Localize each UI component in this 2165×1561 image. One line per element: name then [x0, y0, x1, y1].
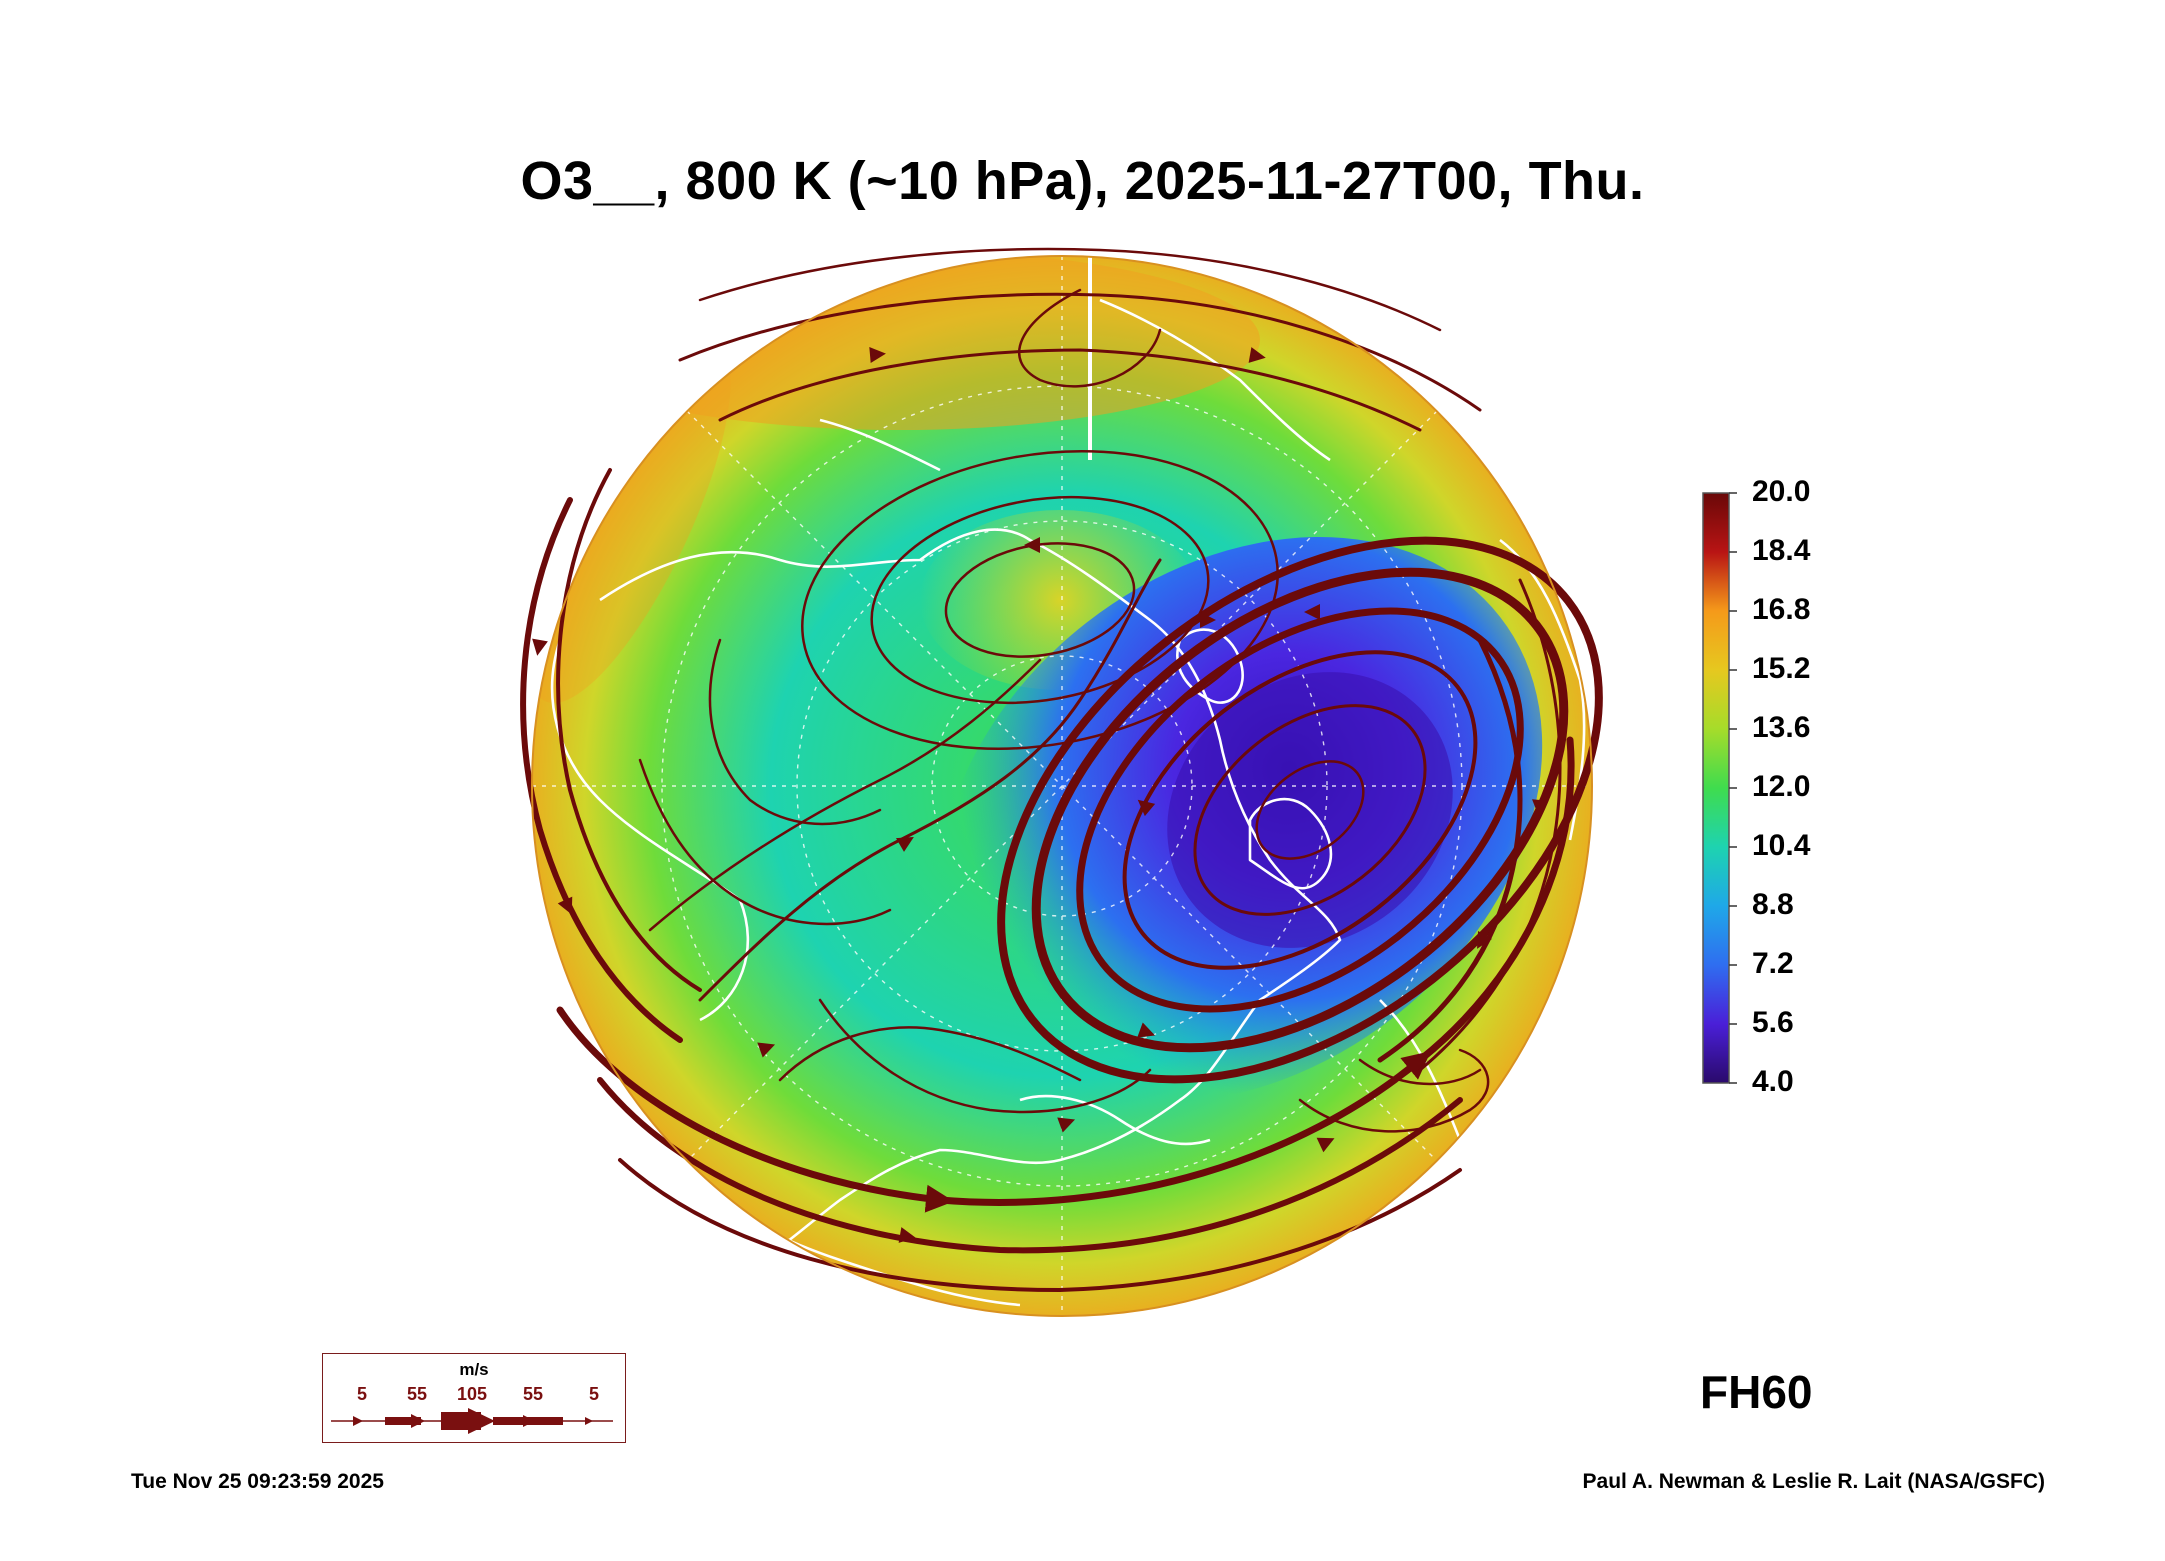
- wind-legend-value: 55: [523, 1384, 544, 1404]
- map-title: O3__, 800 K (~10 hPa), 2025-11-27T00, Th…: [520, 151, 1645, 211]
- wind-legend-value: 5: [589, 1384, 600, 1404]
- forecast-hour: FH60: [1700, 1366, 1813, 1418]
- colorbar-label: 13.6: [1752, 711, 1811, 744]
- colorbar-label: 5.6: [1752, 1006, 1794, 1039]
- wind-legend-value: 105: [457, 1384, 488, 1404]
- colorbar-label: 20.0: [1752, 475, 1811, 508]
- colorbar-label: 18.4: [1752, 534, 1811, 567]
- generation-timestamp: Tue Nov 25 09:23:59 2025: [131, 1470, 384, 1493]
- wind-legend-arrow: [331, 1408, 613, 1434]
- wind-streamlines: [520, 247, 1603, 1293]
- author-credit: Paul A. Newman & Leslie R. Lait (NASA/GS…: [1582, 1470, 2045, 1493]
- colorbar-label: 12.0: [1752, 770, 1811, 803]
- wind-legend-value: 5: [357, 1384, 368, 1404]
- colorbar-label: 7.2: [1752, 947, 1794, 980]
- colorbar-label: 15.2: [1752, 652, 1811, 685]
- wind-arrowheads: [532, 347, 1548, 1243]
- wind-speed-legend: m/s 5 55 105 55 5: [322, 1353, 626, 1443]
- colorbar: [1702, 492, 1737, 1084]
- colorbar-label: 4.0: [1752, 1065, 1794, 1098]
- colorbar-label: 10.4: [1752, 829, 1811, 862]
- colorbar-label: 16.8: [1752, 593, 1811, 626]
- wind-legend-unit: m/s: [459, 1360, 489, 1379]
- map-disc-outline: [531, 255, 1593, 1317]
- wind-legend-value: 55: [407, 1384, 428, 1404]
- lat-lon-grid: [532, 256, 1592, 1316]
- colorbar-label: 8.8: [1752, 888, 1794, 921]
